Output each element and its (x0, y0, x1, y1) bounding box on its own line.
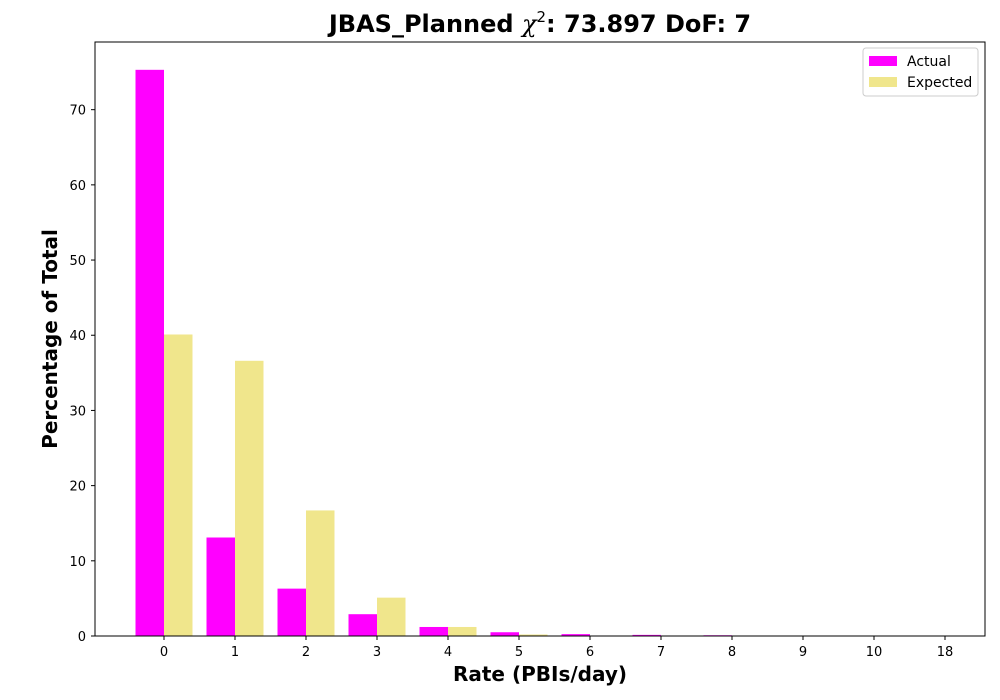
y-tick-label: 30 (69, 404, 86, 419)
x-tick-label: 7 (657, 645, 665, 660)
legend-swatch-expected (869, 77, 897, 87)
bar-actual-4 (419, 626, 448, 636)
y-tick-label: 60 (69, 179, 86, 194)
chart-title: JBAS_Planned χ2: 73.897 DoF: 7 (327, 8, 751, 38)
y-tick-label: 50 (69, 254, 86, 269)
x-tick-label: 9 (799, 645, 807, 660)
bar-expected-3 (377, 597, 406, 636)
x-tick-label: 10 (866, 645, 883, 660)
y-tick-label: 70 (69, 104, 86, 119)
x-ticks: 0 1 2 3 4 5 6 7 8 9 10 18 (160, 636, 953, 660)
x-tick-label: 18 (937, 645, 954, 660)
x-tick-label: 8 (728, 645, 736, 660)
y-tick-label: 40 (69, 329, 86, 344)
y-tick-label: 10 (69, 555, 86, 570)
x-tick-label: 4 (444, 645, 452, 660)
x-tick-label: 3 (373, 645, 381, 660)
bar-expected-0 (164, 334, 193, 636)
bar-actual-6 (561, 634, 590, 636)
bar-expected-1 (235, 360, 264, 636)
x-tick-label: 0 (160, 645, 168, 660)
bar-expected-4 (448, 626, 477, 636)
y-tick-label: 20 (69, 480, 86, 495)
x-tick-label: 6 (586, 645, 594, 660)
legend-swatch-actual (869, 56, 897, 66)
bar-actual-5 (490, 632, 519, 636)
plot-frame (94, 41, 986, 637)
y-axis-label: Percentage of Total (38, 229, 62, 449)
bar-actual-7 (632, 634, 661, 636)
y-tick-label: 0 (78, 630, 86, 645)
legend: Actual Expected (862, 47, 979, 97)
bar-actual-3 (348, 614, 377, 636)
bar-expected-5 (519, 634, 548, 636)
x-tick-label: 1 (231, 645, 239, 660)
legend-label-expected: Expected (907, 75, 972, 91)
legend-label-actual: Actual (907, 54, 951, 70)
bar-actual-1 (206, 537, 235, 636)
y-ticks: 0 10 20 30 40 50 60 70 (69, 104, 95, 645)
x-tick-label: 5 (515, 645, 523, 660)
bar-actual-2 (277, 588, 306, 636)
bar-expected-2 (306, 510, 335, 636)
bar-actual-0 (135, 69, 164, 636)
bars-layer (135, 69, 732, 636)
x-tick-label: 2 (302, 645, 310, 660)
x-axis-label: Rate (PBIs/day) (453, 662, 627, 686)
